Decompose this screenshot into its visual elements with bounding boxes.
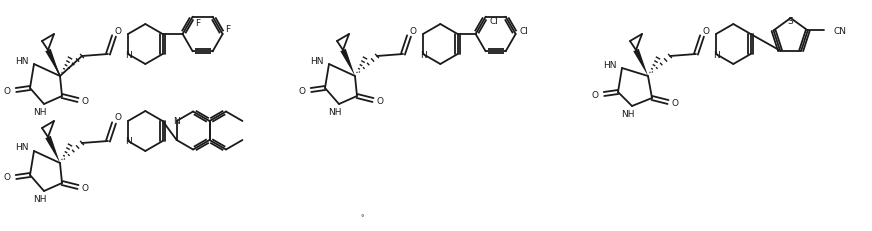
Polygon shape [45, 136, 60, 163]
Text: HN: HN [310, 56, 324, 65]
Text: O: O [81, 184, 88, 193]
Text: N: N [174, 117, 180, 126]
Text: °: ° [360, 214, 364, 220]
Text: O: O [3, 173, 10, 182]
Polygon shape [633, 49, 648, 77]
Text: F: F [225, 24, 229, 33]
Text: N: N [125, 50, 132, 59]
Text: N: N [712, 50, 719, 59]
Text: O: O [3, 86, 10, 95]
Polygon shape [45, 49, 60, 77]
Text: Cl: Cl [490, 17, 499, 26]
Text: HN: HN [16, 56, 29, 65]
Text: N: N [125, 137, 132, 146]
Text: HN: HN [16, 143, 29, 152]
Text: O: O [671, 99, 678, 108]
Text: HN: HN [603, 60, 617, 69]
Text: CN: CN [834, 27, 847, 36]
Text: NH: NH [328, 108, 342, 117]
Text: NH: NH [33, 108, 47, 117]
Text: NH: NH [33, 195, 47, 204]
Text: N: N [419, 50, 426, 59]
Text: O: O [591, 90, 598, 99]
Text: O: O [81, 97, 88, 106]
Text: O: O [114, 26, 121, 35]
Text: NH: NH [621, 110, 635, 119]
Text: O: O [298, 86, 305, 95]
Text: F: F [194, 19, 200, 28]
Text: Cl: Cl [520, 26, 528, 35]
Text: O: O [114, 113, 121, 122]
Text: O: O [377, 97, 384, 106]
Text: S: S [787, 16, 794, 25]
Text: O: O [410, 26, 417, 35]
Text: O: O [703, 26, 710, 35]
Polygon shape [340, 49, 355, 77]
